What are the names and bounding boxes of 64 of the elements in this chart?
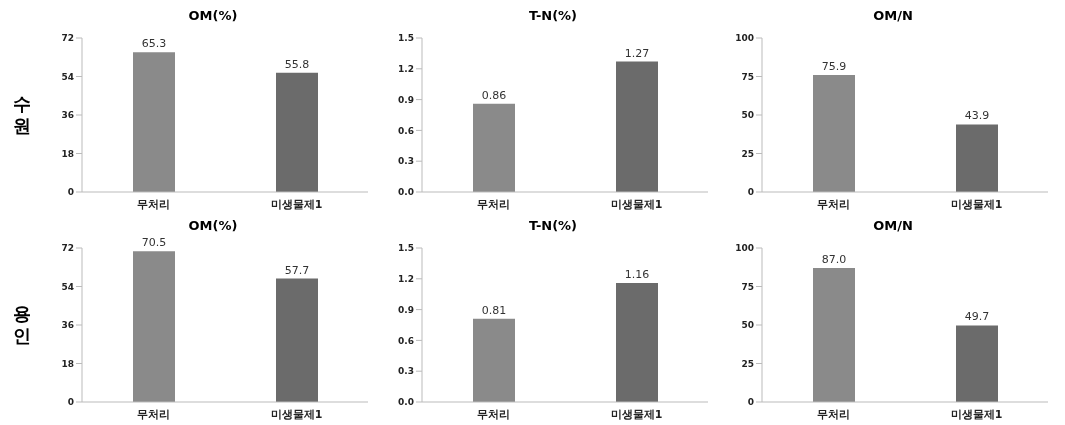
chart-title: OM(%) — [187, 8, 239, 25]
data-label: 1.16 — [624, 267, 650, 281]
y-tick-label: 75 — [741, 281, 754, 292]
y-tick-label: 1.5 — [398, 243, 414, 254]
y-tick-label: 100 — [735, 33, 754, 44]
y-axis-title: 용인 — [13, 303, 31, 346]
y-tick-label: 0.0 — [398, 187, 414, 198]
y-tick-label: 0 — [747, 187, 754, 198]
y-tick-label: 25 — [741, 358, 754, 369]
data-label: 57.7 — [284, 263, 310, 277]
y-tick-label: 1.2 — [398, 63, 414, 74]
y-tick-label: 54 — [61, 71, 74, 82]
x-tick-label: 무처리 — [817, 407, 850, 421]
x-tick-label: 미생물제1 — [610, 197, 663, 211]
chart-title: OM/N — [872, 8, 914, 25]
x-tick-label: 무처리 — [817, 197, 850, 211]
y-tick-label: 0.9 — [398, 94, 414, 105]
y-tick-label: 0.9 — [398, 304, 414, 315]
x-tick-label: 미생물제1 — [610, 407, 663, 421]
y-tick-label: 1.5 — [398, 33, 414, 44]
chart-title: T-N(%) — [527, 218, 579, 235]
data-label: 0.81 — [481, 303, 507, 317]
data-label: 70.5 — [141, 236, 167, 250]
y-axis-title: 수원 — [13, 93, 31, 136]
x-tick-label: 미생물제1 — [950, 407, 1003, 421]
y-tick-label: 25 — [741, 148, 754, 159]
y-tick-label: 0.3 — [398, 366, 414, 377]
y-tick-label: 72 — [61, 243, 74, 254]
y-tick-label: 50 — [741, 320, 754, 331]
y-tick-label: 75 — [741, 71, 754, 82]
y-tick-label: 0.6 — [398, 335, 414, 346]
y-tick-label: 72 — [61, 33, 74, 44]
x-tick-label: 무처리 — [477, 407, 510, 421]
chart-title: OM/N — [872, 218, 914, 235]
y-tick-label: 100 — [735, 243, 754, 254]
y-tick-label: 50 — [741, 110, 754, 121]
x-tick-label: 미생물제1 — [950, 197, 1003, 211]
data-label: 65.3 — [141, 37, 167, 51]
y-tick-label: 0 — [67, 397, 74, 408]
y-tick-label: 0.6 — [398, 125, 414, 136]
x-tick-label: 미생물제1 — [270, 407, 323, 421]
y-tick-label: 36 — [61, 110, 74, 121]
x-tick-label: 미생물제1 — [270, 197, 323, 211]
x-tick-label: 무처리 — [477, 197, 510, 211]
chart-title: OM(%) — [187, 218, 239, 235]
data-label: 75.9 — [821, 60, 847, 74]
data-label: 43.9 — [964, 109, 990, 123]
data-label: 1.27 — [624, 46, 650, 60]
data-label: 0.86 — [481, 88, 507, 102]
x-tick-label: 무처리 — [137, 197, 170, 211]
data-label: 49.7 — [964, 310, 990, 324]
y-tick-label: 0.3 — [398, 156, 414, 167]
y-tick-label: 36 — [61, 320, 74, 331]
y-tick-label: 18 — [61, 358, 74, 369]
data-label: 87.0 — [821, 253, 847, 267]
data-label: 55.8 — [284, 57, 310, 71]
y-tick-label: 0 — [67, 187, 74, 198]
y-tick-label: 0.0 — [398, 397, 414, 408]
y-tick-label: 1.2 — [398, 273, 414, 284]
chart-title: T-N(%) — [527, 8, 579, 25]
x-tick-label: 무처리 — [137, 407, 170, 421]
y-tick-label: 54 — [61, 281, 74, 292]
y-tick-label: 18 — [61, 148, 74, 159]
y-tick-label: 0 — [747, 397, 754, 408]
